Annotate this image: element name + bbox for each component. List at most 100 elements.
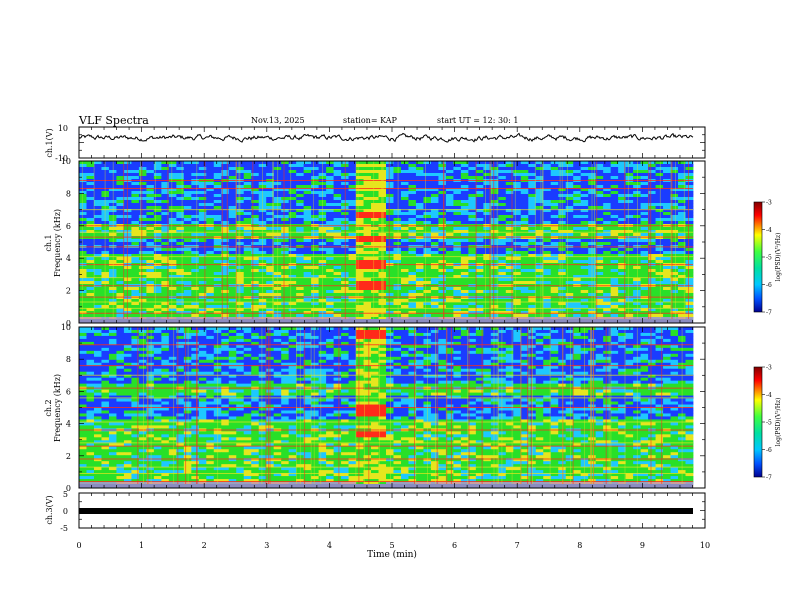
spectrogram-cell [348, 161, 357, 165]
spectrogram-cell [640, 212, 649, 216]
spectrogram-cell [333, 188, 342, 192]
spectrogram-cell [258, 212, 267, 216]
spectrogram-cell [79, 206, 87, 210]
spectrogram-cell [348, 278, 357, 282]
spectrogram-cell [513, 173, 522, 177]
spectrogram-cell [116, 230, 125, 234]
spectrogram-cell [86, 176, 95, 180]
spectrogram-cell [468, 269, 477, 273]
spectrogram-cell [610, 281, 619, 285]
spectrogram-cell [618, 329, 627, 334]
spectrogram-cell [505, 215, 514, 219]
spectrogram-cell [565, 308, 574, 312]
spectrogram-cell [445, 257, 454, 261]
spectrogram-cell [296, 212, 305, 216]
spectrogram-cell [101, 236, 110, 240]
spectrogram-cell [460, 236, 469, 240]
spectrogram-cell [198, 251, 207, 255]
spectrogram-cell [423, 272, 432, 276]
spectrogram-cell [333, 167, 342, 171]
spectrogram-cell [221, 275, 230, 279]
spectrogram-cell [356, 299, 364, 303]
spectrogram-cell [243, 332, 252, 337]
spectrogram-cell [505, 317, 514, 321]
spectrogram-cell [490, 281, 499, 285]
spectrogram-cell [528, 272, 537, 276]
spectrogram-cell [655, 161, 664, 165]
spectrogram-cell [236, 272, 245, 276]
spectrogram-cell [633, 206, 641, 210]
spectrogram-cell [535, 215, 544, 219]
spectrogram-cell [236, 332, 245, 337]
spectrogram-cell [438, 203, 447, 207]
spectrogram-cell [610, 269, 619, 273]
spectrogram-cell [161, 221, 170, 225]
spectrogram-cell [153, 254, 162, 258]
spectrogram-cell [296, 236, 305, 240]
spectrogram-cell [86, 302, 95, 306]
spectrogram-cell [580, 233, 589, 237]
spectrogram-cell [595, 287, 604, 291]
spectrogram-cell [326, 278, 334, 282]
spectrogram-cell [363, 176, 372, 180]
spectrogram-cell [273, 287, 282, 291]
spectrogram-cell [453, 272, 462, 276]
spectrogram-cell [93, 206, 102, 210]
spectrogram-cell [191, 233, 200, 237]
spectrogram-cell [505, 167, 514, 171]
spectrogram-cell [243, 281, 252, 285]
spectrogram-cell [311, 287, 320, 291]
spectrogram-cell [550, 230, 559, 234]
spectrogram-low-band [79, 319, 693, 323]
spectrogram-cell [221, 308, 230, 312]
spectrogram-cell [176, 206, 185, 210]
spectrogram-cell [258, 185, 267, 189]
spectrogram-cell [663, 188, 671, 192]
spectrogram-cell [655, 227, 664, 231]
spectrogram-cell [663, 200, 671, 204]
spectrogram-cell [221, 239, 230, 243]
spectrogram-cell [475, 170, 484, 174]
spectrogram-cell [663, 164, 671, 168]
spectrogram-cell [618, 161, 627, 165]
spectrogram-cell [131, 275, 140, 279]
spectrogram-cell [191, 221, 200, 225]
spectrogram-cell [565, 164, 574, 168]
spectrogram-cell [168, 191, 177, 195]
spectrogram-cell [580, 239, 589, 243]
spectrogram-cell [483, 218, 492, 222]
spectrogram-cell [251, 167, 260, 171]
spectrogram-cell [326, 191, 334, 195]
spectrogram-cell [356, 236, 364, 240]
spectrogram-cell [475, 221, 484, 225]
spectrogram-cell [288, 233, 297, 237]
spectrogram-cell [468, 194, 477, 198]
spectrogram-cell [273, 191, 282, 195]
spectrogram-cell [258, 311, 267, 315]
spectrogram-cell [663, 317, 671, 321]
spectrogram-cell [108, 242, 117, 246]
spectrogram-cell [610, 194, 619, 198]
spectrogram-cell [625, 170, 634, 174]
spectrogram-cell [348, 215, 357, 219]
spectrogram-cell [138, 203, 147, 207]
spectrogram-cell [176, 269, 185, 273]
spectrogram-cell [483, 239, 492, 243]
spectrogram-cell [243, 254, 252, 258]
spectrogram-cell [146, 218, 155, 222]
spectrogram-cell [348, 299, 357, 303]
spectrogram-cell [356, 329, 364, 334]
spectrogram-cell [303, 305, 312, 309]
spectrogram-cell [86, 227, 95, 231]
spectrogram-cell [603, 182, 612, 186]
spectrogram-cell [483, 212, 492, 216]
spectrogram-cell [378, 311, 387, 315]
spectrogram-cell [108, 281, 117, 285]
spectrogram-cell [288, 332, 297, 337]
spectrogram-cell [483, 248, 492, 252]
spectrogram-cell [678, 254, 686, 258]
spectrogram-cell [326, 167, 334, 171]
spectrogram-cell [445, 317, 454, 321]
spectrogram-cell [453, 290, 462, 294]
spectrogram-cell [333, 233, 342, 237]
